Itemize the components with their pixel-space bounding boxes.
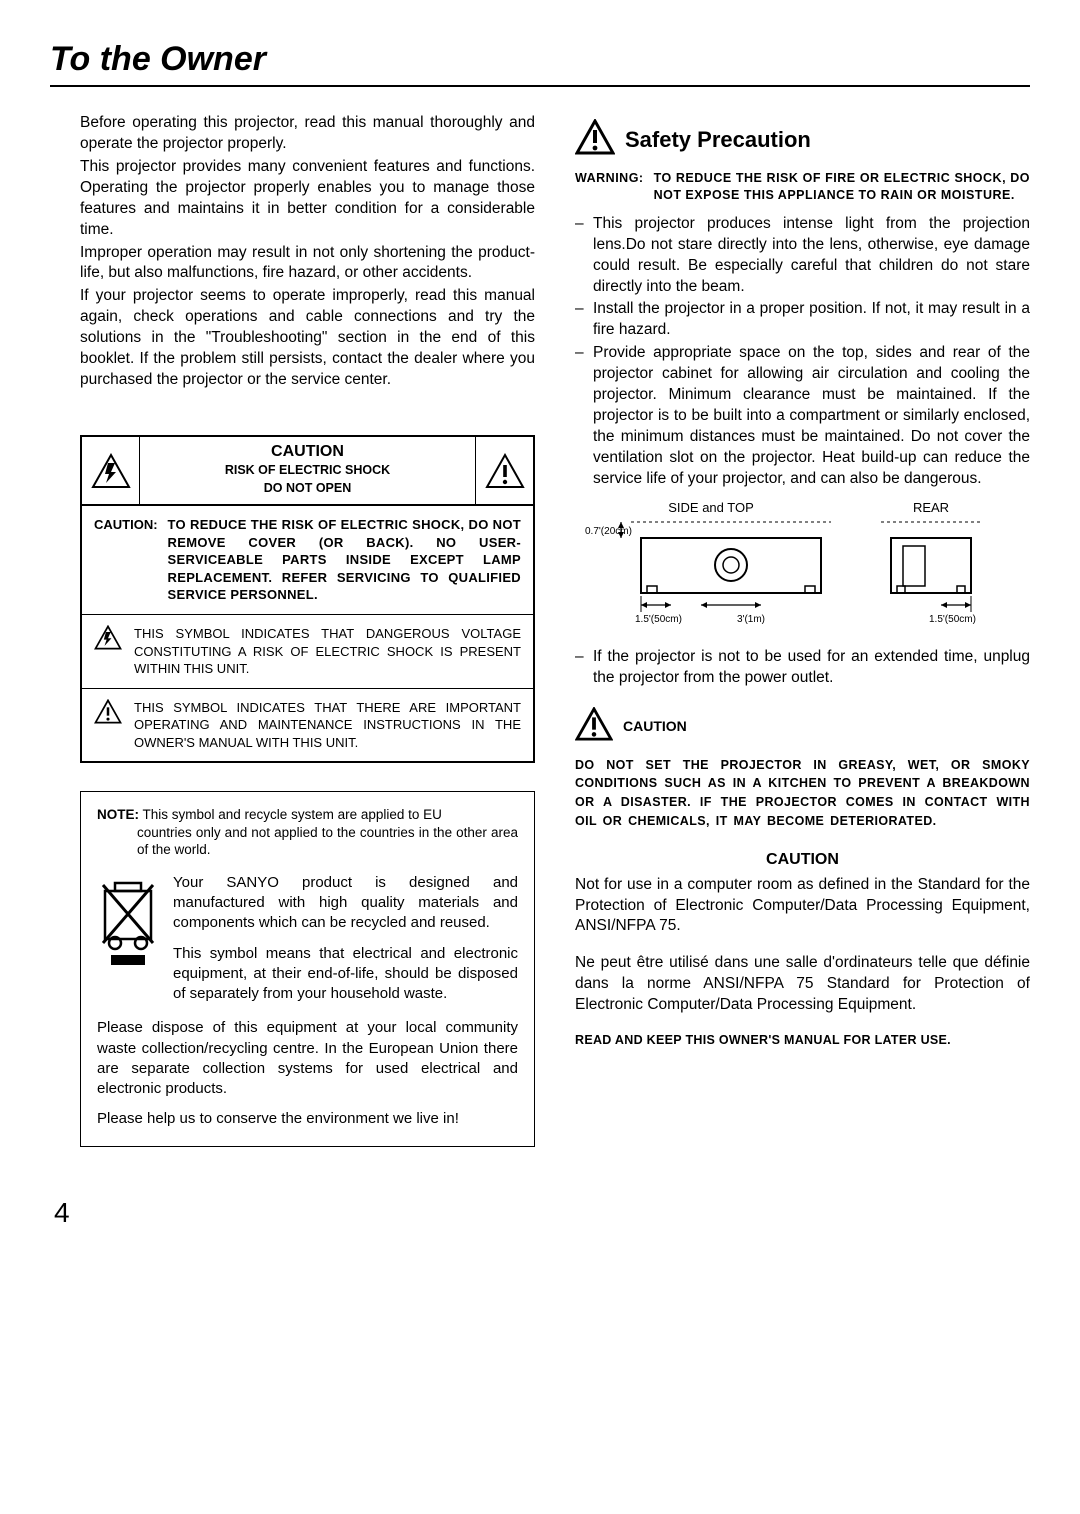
caution-heading-text: CAUTION	[623, 718, 687, 734]
weee-bin-icon	[97, 873, 159, 1015]
caution-row-label: CAUTION:	[94, 516, 158, 604]
safety-bullets-after: –If the projector is not to be used for …	[575, 647, 1030, 689]
caution-row-exclaim: THIS SYMBOL INDICATES THAT THERE ARE IMP…	[82, 688, 533, 762]
intro-p3: Improper operation may result in not onl…	[80, 243, 535, 285]
warning-triangle-icon	[575, 707, 613, 746]
caution-row-bolt-text: THIS SYMBOL INDICATES THAT DANGEROUS VOL…	[134, 625, 521, 678]
bullet-after-text: If the projector is not to be used for a…	[593, 647, 1030, 689]
note-after-p1: Please dispose of this equipment at your…	[97, 1018, 518, 1099]
ansi-en: Not for use in a computer room as define…	[575, 875, 1030, 938]
bullet-3: –Provide appropriate space on the top, s…	[575, 343, 1030, 489]
two-column-layout: Before operating this projector, read th…	[50, 113, 1030, 1147]
note-text-rest: countries only and not applied to the co…	[97, 824, 518, 859]
bullet-2: –Install the projector in a proper posit…	[575, 299, 1030, 341]
bullet-2-text: Install the projector in a proper positi…	[593, 299, 1030, 341]
left-dim: 1.5'(50cm)	[635, 614, 682, 625]
caution-header-sub1: RISK OF ELECTRIC SHOCK	[144, 463, 471, 479]
intro-text: Before operating this projector, read th…	[80, 113, 535, 391]
exclaim-triangle-icon	[475, 437, 533, 504]
note-after-p2: Please help us to conserve the environme…	[97, 1109, 518, 1129]
page-title: To the Owner	[50, 40, 1030, 87]
caution-heading-row: CAUTION	[575, 707, 1030, 746]
caution-header-title: CAUTION	[144, 443, 471, 461]
weee-row: Your SANYO product is designed and manuf…	[97, 873, 518, 1015]
safety-bullets: –This projector produces intense light f…	[575, 214, 1030, 490]
warning-block: WARNING: TO REDUCE THE RISK OF FIRE OR E…	[575, 170, 1030, 204]
greasy-caution-text: DO NOT SET THE PROJECTOR IN GREASY, WET,…	[575, 756, 1030, 831]
side-top-label: SIDE and TOP	[668, 500, 754, 515]
bolt-triangle-icon	[82, 437, 140, 504]
weee-text: Your SANYO product is designed and manuf…	[173, 873, 518, 1015]
note-label: NOTE:	[97, 807, 139, 822]
bottom-dim: 3'(1m)	[737, 614, 765, 625]
safety-heading: Safety Precaution	[575, 119, 1030, 160]
left-column: Before operating this projector, read th…	[50, 113, 535, 1147]
warning-label: WARNING:	[575, 170, 654, 204]
rear-dim: 1.5'(50cm)	[929, 614, 976, 625]
caution-box: CAUTION RISK OF ELECTRIC SHOCK DO NOT OP…	[80, 435, 535, 763]
bullet-3-text: Provide appropriate space on the top, si…	[593, 343, 1030, 489]
top-dim: 0.7'(20cm)	[585, 526, 632, 537]
note-box: NOTE: This symbol and recycle system are…	[80, 791, 535, 1146]
note-text-first: This symbol and recycle system are appli…	[143, 807, 442, 822]
bullet-1-text: This projector produces intense light fr…	[593, 214, 1030, 298]
clearance-figure: SIDE and TOP REAR 0.7'(20cm) 1.5	[581, 500, 1030, 635]
read-keep: READ AND KEEP THIS OWNER'S MANUAL FOR LA…	[575, 1032, 1030, 1050]
safety-heading-text: Safety Precaution	[625, 127, 811, 153]
intro-p2: This projector provides many convenient …	[80, 157, 535, 241]
note-line: NOTE: This symbol and recycle system are…	[97, 806, 518, 859]
caution-header-text: CAUTION RISK OF ELECTRIC SHOCK DO NOT OP…	[140, 437, 475, 504]
page-number: 4	[54, 1197, 1030, 1229]
caution-row-text: TO REDUCE THE RISK OF ELECTRIC SHOCK, DO…	[168, 516, 521, 604]
right-column: Safety Precaution WARNING: TO REDUCE THE…	[575, 113, 1030, 1147]
warning-text: TO REDUCE THE RISK OF FIRE OR ELECTRIC S…	[654, 170, 1030, 204]
bullet-1: –This projector produces intense light f…	[575, 214, 1030, 298]
intro-p4: If your projector seems to operate impro…	[80, 286, 535, 391]
caution-row-exclaim-text: THIS SYMBOL INDICATES THAT THERE ARE IMP…	[134, 699, 521, 752]
weee-p1: Your SANYO product is designed and manuf…	[173, 873, 518, 934]
rear-label: REAR	[913, 500, 949, 515]
caution-row-bolt: THIS SYMBOL INDICATES THAT DANGEROUS VOL…	[82, 614, 533, 688]
bullet-after: –If the projector is not to be used for …	[575, 647, 1030, 689]
caution-header: CAUTION RISK OF ELECTRIC SHOCK DO NOT OP…	[82, 437, 533, 506]
caution-header-sub2: DO NOT OPEN	[144, 481, 471, 497]
exclaim-triangle-small-icon	[94, 699, 124, 752]
bolt-triangle-small-icon	[94, 625, 124, 678]
caution-row-main: CAUTION: TO REDUCE THE RISK OF ELECTRIC …	[82, 506, 533, 614]
warning-triangle-icon	[575, 119, 615, 160]
caution-center-heading: CAUTION	[575, 851, 1030, 869]
weee-p2: This symbol means that electrical and el…	[173, 944, 518, 1005]
intro-p1: Before operating this projector, read th…	[80, 113, 535, 155]
ansi-fr: Ne peut être utilisé dans une salle d'or…	[575, 953, 1030, 1016]
